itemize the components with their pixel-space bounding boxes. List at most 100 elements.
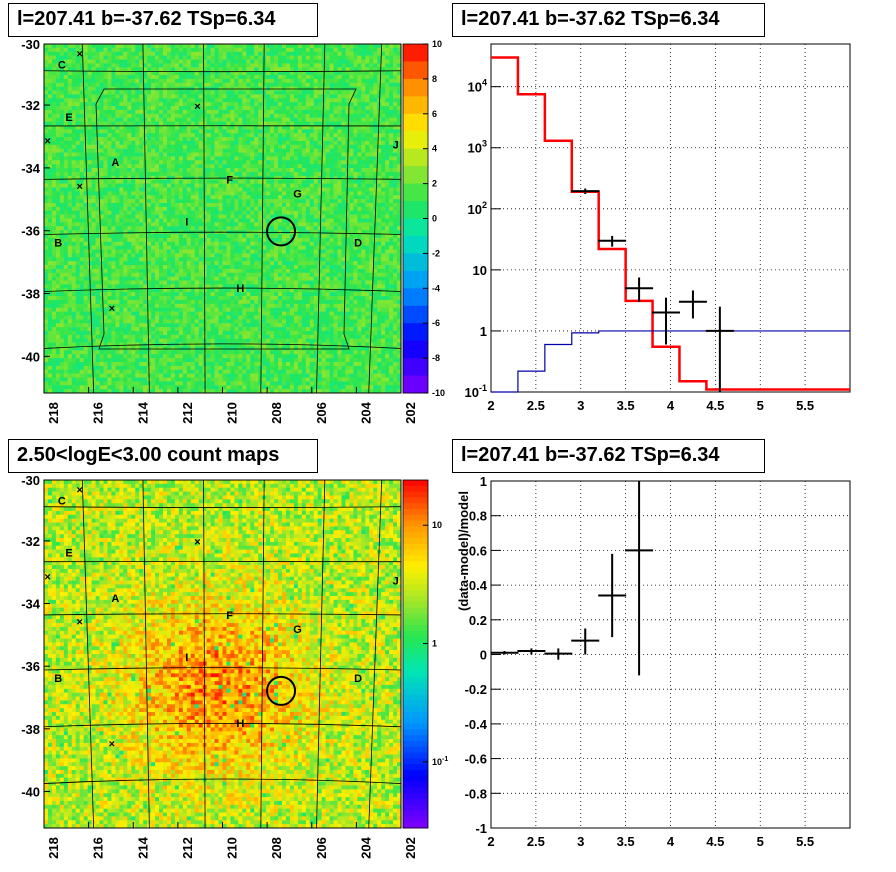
longitude-line — [316, 43, 326, 394]
colorbar-cell — [403, 816, 428, 823]
colorbar-cell — [403, 358, 428, 377]
colorbar-count-map — [403, 480, 428, 829]
region-label-h: H — [236, 718, 244, 730]
x-tick-label: 212 — [180, 837, 195, 859]
x-tick-label: 206 — [314, 837, 329, 859]
colorbar-cell — [403, 683, 428, 690]
region-label-f: F — [226, 610, 233, 622]
y-tick-label: 0.2 — [469, 613, 487, 628]
y-tick-label: -0.4 — [465, 717, 488, 732]
latitude-line — [43, 722, 402, 728]
x-tick-label: 208 — [269, 402, 284, 424]
x-tick-label: 210 — [225, 402, 240, 424]
x-tick-label: 4.5 — [706, 834, 724, 849]
model-histogram-red — [491, 56, 850, 391]
source-marker: × — [76, 181, 82, 193]
chart-title-top-left: l=207.41 b=-37.62 TSp=6.34 — [8, 3, 318, 37]
region-label-i: I — [185, 216, 188, 228]
x-tick-label: 5.5 — [796, 834, 814, 849]
x-tick-label: 216 — [91, 837, 106, 859]
colorbar-residual-map — [403, 44, 428, 394]
colorbar-tick-label: 10 — [432, 39, 442, 49]
coordinate-grid-residual-map — [43, 43, 402, 394]
colorbar-cell — [403, 642, 428, 649]
model-histogram-blue — [491, 330, 850, 393]
colorbar-cell — [403, 323, 428, 342]
region-label-b: B — [54, 673, 62, 685]
region-label-a: A — [111, 157, 119, 169]
y-tick-label: 1 — [480, 474, 487, 489]
colorbar-cell — [403, 305, 428, 324]
region-label-h: H — [236, 283, 244, 295]
region-label-d: D — [354, 673, 362, 685]
colorbar-cell — [403, 491, 428, 498]
x-tick-label: 4 — [667, 834, 675, 849]
colorbar-cell — [403, 799, 428, 806]
source-marker: × — [109, 738, 115, 750]
y-tick-label: 103 — [468, 139, 487, 156]
x-tick-label: 3.5 — [617, 398, 635, 413]
colorbar-frame-count-map — [402, 479, 429, 829]
region-label-d: D — [354, 237, 362, 249]
colorbar-cell — [403, 532, 428, 539]
colorbar-cell — [403, 543, 428, 551]
source-marker: × — [44, 571, 50, 583]
colorbar-cell — [403, 270, 428, 289]
y-tick-label: -0.8 — [465, 786, 487, 801]
y-tick-label: 1 — [480, 324, 487, 339]
longitude-line — [368, 43, 383, 394]
colorbar-cell — [403, 235, 428, 254]
source-marker: × — [194, 101, 200, 113]
colorbar-cell — [403, 735, 428, 742]
colorbar-cell — [403, 572, 428, 580]
chart-title-bottom-right: l=207.41 b=-37.62 TSp=6.34 — [452, 439, 765, 473]
colorbar-cell — [403, 665, 428, 672]
x-tick-label: 4.5 — [706, 398, 724, 413]
colorbar-cell — [403, 688, 428, 696]
chart-title-bottom-left: 2.50<logE<3.00 count maps — [8, 439, 318, 473]
colorbar-cell — [403, 526, 428, 533]
colorbar-cell — [403, 183, 428, 202]
colorbar-cell — [403, 729, 428, 736]
colorbar-cell — [403, 764, 428, 771]
chart-title-top-right: l=207.41 b=-37.62 TSp=6.34 — [452, 3, 765, 37]
colorbar-cell — [403, 625, 428, 632]
x-tick-label: 218 — [46, 837, 61, 859]
colorbar-cell — [403, 555, 428, 562]
colorbar-tick-label: 1 — [432, 639, 437, 649]
colorbar-cell — [403, 538, 428, 545]
colorbar-tick-label: -6 — [432, 318, 440, 328]
heatmap-residual-map — [44, 44, 402, 394]
colorbar-cell — [403, 758, 428, 765]
x-tick-label: 2 — [487, 398, 494, 413]
colorbar-cell — [403, 659, 428, 667]
colorbar-cell — [403, 340, 428, 359]
colorbar-tick-label: 4 — [432, 144, 437, 154]
y-axis-label: (data-model)/model — [456, 491, 471, 611]
colorbar-cell — [403, 613, 428, 620]
colorbar-cell — [403, 793, 428, 800]
colorbar-cell — [403, 717, 428, 725]
colorbar-cell — [403, 810, 428, 817]
colorbar-tick-label: -8 — [432, 353, 440, 363]
colorbar-tick-label: 10-1 — [432, 756, 448, 767]
colorbar-cell — [403, 166, 428, 185]
latitude-line — [43, 177, 402, 180]
colorbar-cell — [403, 741, 428, 748]
region-label-b: B — [54, 237, 62, 249]
x-tick-label: 204 — [358, 836, 373, 858]
colorbar-cell — [403, 712, 428, 719]
source-marker: × — [76, 48, 82, 60]
x-tick-label: 4 — [667, 398, 675, 413]
latitude-line — [43, 343, 402, 349]
y-tick-label: -34 — [21, 161, 41, 176]
x-tick-label: 3 — [577, 398, 584, 413]
x-tick-label: 210 — [225, 837, 240, 859]
x-tick-label: 208 — [269, 837, 284, 859]
region-label-j: J — [393, 575, 399, 587]
colorbar-tick-label: -10 — [432, 388, 445, 398]
region-label-c: C — [58, 495, 66, 507]
y-tick-label: -36 — [21, 224, 40, 239]
colorbar-cell — [403, 61, 428, 80]
